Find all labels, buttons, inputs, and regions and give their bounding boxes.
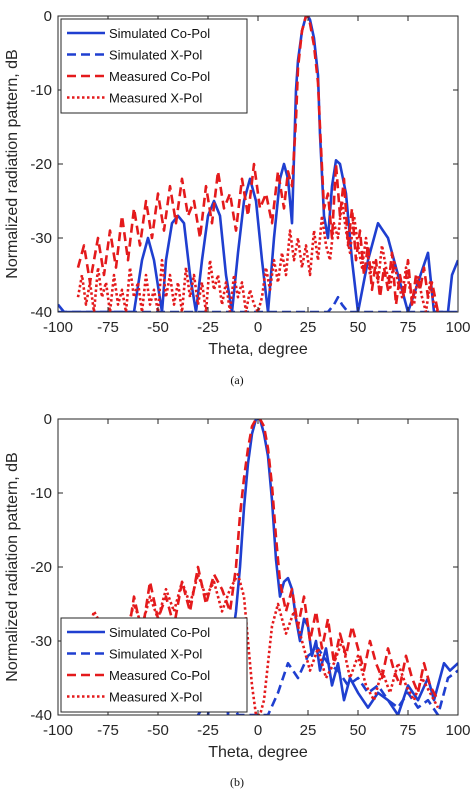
x-tick-label: 50 — [350, 722, 367, 739]
series-line-simulated-co-pol — [206, 419, 458, 715]
y-axis-label: Normalized radiation pattern, dB — [4, 452, 21, 681]
series-line-simulated-co-pol — [58, 16, 458, 312]
y-tick-label: -30 — [30, 230, 52, 247]
chart-a-svg: -100 -75 -50 -25 0 25 50 75 100-40-30-20-100Thet… — [4, 8, 471, 358]
y-axis-label: Normalized radiation pattern, dB — [4, 49, 21, 278]
x-tick-label: -100 — [43, 319, 73, 336]
y-tick-label: -40 — [30, 304, 52, 321]
x-tick-label: -25 — [197, 722, 219, 739]
x-tick-label: -75 — [97, 722, 119, 739]
series-line-measured-co-pol — [76, 419, 440, 701]
y-tick-label: -10 — [30, 485, 52, 502]
y-tick-label: -20 — [30, 156, 52, 173]
x-tick-label: 25 — [300, 722, 317, 739]
x-tick-label: 75 — [400, 319, 417, 336]
legend-label: Measured Co-Pol — [109, 668, 210, 683]
x-tick-label: -75 — [97, 319, 119, 336]
chart-b-svg: -100 -75 -50 -25 0 25 50 75 100-40-30-20-100Thet… — [4, 411, 471, 761]
legend-label: Measured X-Pol — [109, 91, 202, 106]
x-tick-label: 50 — [350, 319, 367, 336]
legend: Simulated Co-Pol Simulated X-Pol Measured … — [60, 18, 248, 114]
y-tick-label: -20 — [30, 559, 52, 576]
series-line-simulated-x-pol — [196, 647, 458, 715]
x-tick-label: 25 — [300, 319, 317, 336]
legend-label: Simulated Co-Pol — [109, 26, 210, 41]
y-tick-label: 0 — [44, 411, 52, 428]
series-group — [58, 16, 458, 312]
x-tick-label: 100 — [445, 722, 470, 739]
x-tick-label: -100 — [43, 722, 73, 739]
legend-label: Simulated Co-Pol — [109, 625, 210, 640]
y-tick-label: -30 — [30, 633, 52, 650]
x-tick-label: -50 — [147, 319, 169, 336]
legend-label: Measured Co-Pol — [109, 69, 210, 84]
x-tick-label: 0 — [254, 319, 262, 336]
caption-b: (b) — [230, 775, 244, 789]
series-line-measured-co-pol — [76, 16, 440, 312]
y-tick-label: 0 — [44, 8, 52, 25]
x-tick-label: 0 — [254, 722, 262, 739]
legend-label: Simulated X-Pol — [109, 48, 202, 63]
x-axis-label: Theta, degree — [208, 744, 308, 761]
y-tick-label: -10 — [30, 82, 52, 99]
series-line-measured-x-pol — [76, 199, 440, 312]
caption-a: (a) — [230, 373, 244, 387]
series-line-measured-x-pol — [76, 573, 440, 715]
x-tick-label: 100 — [445, 319, 470, 336]
x-axis-label: Theta, degree — [208, 341, 308, 358]
x-tick-label: 75 — [400, 722, 417, 739]
legend-label: Measured X-Pol — [109, 690, 202, 705]
legend: Simulated Co-Pol Simulated X-Pol Measured … — [60, 617, 248, 713]
legend-label: Simulated X-Pol — [109, 647, 202, 662]
chart-panel-a: -100 -75 -50 -25 0 25 50 75 100 -40 -30 -20 -10 0 Thet… — [0, 0, 474, 396]
chart-panel-b: -100 -75 -50 -25 0 25 50 75 100 -40 -30 -20 -10 0 Thet… — [0, 400, 474, 793]
x-tick-label: -50 — [147, 722, 169, 739]
series-group — [76, 419, 458, 715]
x-tick-label: -25 — [197, 319, 219, 336]
y-tick-label: -40 — [30, 707, 52, 724]
legend-box — [60, 18, 248, 114]
